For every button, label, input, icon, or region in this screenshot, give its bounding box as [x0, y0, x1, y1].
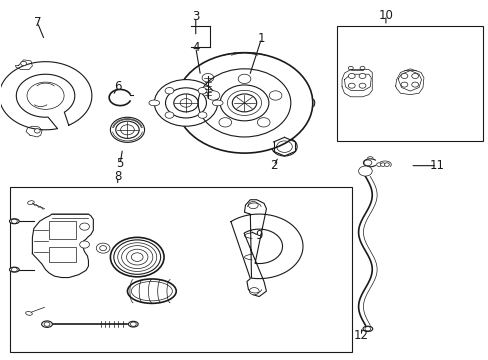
Bar	[49, 247, 76, 262]
Circle shape	[80, 223, 89, 230]
Circle shape	[411, 73, 418, 78]
Circle shape	[257, 118, 269, 127]
Text: 3: 3	[192, 10, 199, 23]
Ellipse shape	[127, 279, 176, 303]
Polygon shape	[344, 74, 370, 90]
Circle shape	[110, 117, 144, 142]
Text: 11: 11	[429, 159, 444, 172]
Ellipse shape	[362, 326, 372, 332]
Ellipse shape	[212, 100, 223, 106]
Polygon shape	[15, 60, 32, 69]
Ellipse shape	[41, 321, 52, 327]
Circle shape	[176, 53, 312, 153]
Circle shape	[384, 163, 388, 166]
Text: 7: 7	[34, 16, 41, 29]
Circle shape	[347, 83, 354, 88]
Ellipse shape	[149, 100, 159, 106]
Circle shape	[271, 137, 297, 156]
Circle shape	[358, 166, 371, 176]
Circle shape	[165, 112, 173, 118]
Text: 4: 4	[192, 41, 199, 54]
Circle shape	[248, 202, 258, 209]
Circle shape	[219, 118, 231, 127]
Polygon shape	[26, 126, 42, 137]
Text: 1: 1	[257, 32, 265, 45]
Circle shape	[110, 237, 163, 277]
Circle shape	[34, 129, 40, 133]
Circle shape	[206, 91, 219, 100]
Circle shape	[358, 83, 365, 88]
Ellipse shape	[128, 321, 138, 327]
Text: 5: 5	[116, 157, 123, 170]
Polygon shape	[230, 200, 303, 297]
Text: 6: 6	[114, 80, 121, 93]
Circle shape	[154, 80, 217, 126]
Bar	[336, 26, 483, 140]
Circle shape	[220, 85, 268, 121]
Circle shape	[198, 87, 206, 94]
Circle shape	[411, 82, 418, 87]
Circle shape	[347, 73, 354, 78]
Circle shape	[380, 163, 385, 166]
Ellipse shape	[25, 311, 32, 315]
Polygon shape	[0, 62, 92, 130]
Bar	[49, 221, 76, 239]
Circle shape	[400, 73, 407, 78]
Ellipse shape	[27, 201, 34, 204]
Circle shape	[376, 163, 381, 166]
Text: 12: 12	[353, 329, 368, 342]
Ellipse shape	[9, 267, 19, 272]
Text: 8: 8	[114, 170, 121, 183]
Circle shape	[400, 82, 407, 87]
Text: 9: 9	[255, 229, 263, 242]
Polygon shape	[395, 69, 423, 95]
Circle shape	[249, 288, 259, 295]
Bar	[10, 187, 351, 352]
Circle shape	[269, 91, 282, 100]
Circle shape	[20, 61, 26, 66]
Circle shape	[198, 112, 206, 118]
Ellipse shape	[9, 219, 19, 224]
Circle shape	[96, 243, 110, 253]
Circle shape	[80, 241, 89, 248]
Polygon shape	[32, 214, 93, 278]
Text: 10: 10	[378, 9, 392, 22]
Polygon shape	[341, 69, 371, 97]
Circle shape	[165, 87, 173, 94]
Text: 2: 2	[269, 159, 277, 172]
Circle shape	[363, 160, 371, 166]
Circle shape	[358, 73, 365, 78]
Polygon shape	[397, 71, 421, 91]
Circle shape	[238, 74, 250, 84]
